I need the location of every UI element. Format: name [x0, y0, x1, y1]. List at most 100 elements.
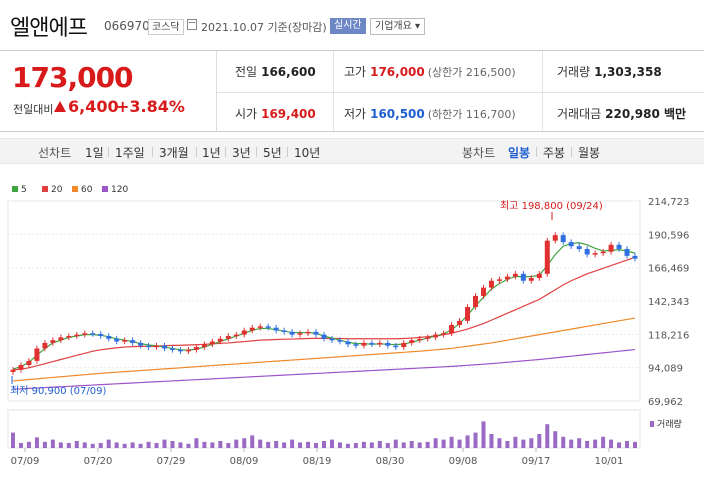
- candle-body: [528, 277, 534, 281]
- volume-bar: [170, 441, 175, 448]
- x-tick-label: 07/09: [11, 456, 40, 467]
- volume-bar: [322, 441, 326, 448]
- y-tick-label: 214,723: [648, 197, 689, 208]
- candle-body: [568, 242, 574, 247]
- high-annotation: 최고 198,800 (09/24): [500, 200, 603, 212]
- volume-bar: [154, 442, 159, 448]
- amount-value: 220,980 백만: [605, 107, 687, 121]
- volume-bar: [282, 442, 287, 448]
- candle-body: [544, 240, 550, 274]
- candle-body: [106, 336, 112, 339]
- volume-bar: [82, 442, 87, 448]
- company-info-dropdown[interactable]: 기업개요 ▾: [370, 18, 425, 35]
- candle-body: [265, 326, 271, 328]
- volume-bar: [122, 443, 127, 448]
- candle-body: [313, 331, 319, 335]
- candle-body: [146, 345, 152, 348]
- candle-body: [441, 333, 447, 335]
- candle-body: [520, 273, 526, 281]
- candle-body: [496, 279, 502, 281]
- candle-body: [177, 349, 183, 352]
- candle-body: [632, 255, 638, 259]
- legend-label: 20: [51, 185, 63, 195]
- tab-monthly[interactable]: 월봉: [578, 146, 601, 160]
- realtime-button[interactable]: 실시간: [330, 18, 366, 34]
- volume-bar: [98, 442, 103, 448]
- volume-swatch: [650, 421, 654, 427]
- stock-name: 엘앤에프: [10, 16, 88, 41]
- volume-bar: [441, 439, 446, 448]
- price-change: 6,400: [68, 97, 119, 116]
- candle-body: [26, 360, 32, 366]
- high-value: 176,000: [370, 65, 425, 79]
- y-tick-label: 142,343: [648, 297, 689, 308]
- y-tick-label: 69,962: [648, 397, 683, 408]
- volume-bar: [274, 441, 279, 448]
- volume-bar: [377, 441, 382, 448]
- candle-body: [576, 246, 582, 249]
- candle-body: [225, 336, 231, 339]
- volume-bar: [561, 436, 566, 448]
- price-stats: 전일 166,600 고가 176,000 (상한가 216,500) 거래량 1,30…: [216, 50, 704, 133]
- candle-body: [154, 345, 160, 348]
- volume-bar: [26, 441, 31, 448]
- candle-body: [624, 248, 630, 256]
- tab-line-chart[interactable]: 선차트: [38, 146, 72, 160]
- candle-body: [584, 248, 590, 255]
- tab-candle-chart[interactable]: 봉차트: [462, 146, 496, 160]
- ma60-line: [12, 317, 636, 382]
- tab-3m[interactable]: 3개월: [159, 146, 189, 160]
- candle-body: [488, 280, 494, 288]
- candle-body: [130, 340, 136, 343]
- volume-bar: [345, 443, 350, 448]
- ma120-line: [12, 348, 636, 390]
- volume-bar: [625, 441, 630, 448]
- volume-bar: [266, 441, 271, 448]
- price-change-percent: +3.84%: [116, 97, 185, 116]
- tab-1y[interactable]: 1년: [202, 146, 221, 160]
- tab-weekly[interactable]: 주봉: [543, 146, 566, 160]
- candle-body: [369, 342, 375, 345]
- candle-body: [162, 345, 168, 349]
- stock-chart-svg: 5 20 60 120 214,723 190,596 166,469 142,343 118,…: [7, 185, 689, 467]
- volume-bar: [178, 442, 183, 448]
- volume-bar: [425, 441, 430, 448]
- volume-bar: [18, 442, 23, 448]
- volume-bar: [218, 441, 223, 448]
- volume-bar: [162, 439, 167, 448]
- volume-bar: [417, 442, 422, 448]
- candle-body: [473, 295, 479, 307]
- volume-bar: [577, 438, 582, 448]
- volume-bar: [250, 435, 255, 448]
- tab-daily[interactable]: 일봉: [508, 146, 531, 160]
- volume-bar: [50, 439, 55, 448]
- volume-bar: [202, 441, 207, 448]
- volume-bar: [194, 438, 199, 448]
- candle-body: [552, 235, 558, 241]
- tab-1d[interactable]: 1일: [85, 146, 104, 160]
- prev-close-value: 166,600: [261, 65, 316, 79]
- candle-body: [257, 326, 263, 328]
- volume-bar: [601, 436, 606, 448]
- candle-body: [433, 334, 439, 338]
- tab-3y[interactable]: 3년: [232, 146, 251, 160]
- low-annotation: 최저 90,900 (07/09): [10, 385, 106, 397]
- candle-body: [560, 235, 566, 243]
- volume-bar: [234, 439, 239, 448]
- y-tick-label: 118,216: [648, 330, 689, 341]
- volume-bar: [210, 442, 215, 448]
- tab-5y[interactable]: 5년: [263, 146, 282, 160]
- legend-swatch: [12, 186, 18, 192]
- legend-label: 120: [111, 185, 128, 195]
- x-tick-label: 08/30: [376, 456, 405, 467]
- volume-bar: [465, 435, 470, 448]
- volume-bar: [146, 441, 151, 448]
- tab-1w[interactable]: 1주일: [115, 146, 145, 160]
- tab-10y[interactable]: 10년: [294, 146, 321, 160]
- x-tick-label: 08/09: [230, 456, 259, 467]
- candle-body: [600, 251, 606, 254]
- candle-body: [98, 333, 104, 337]
- ma5-line: [12, 242, 636, 370]
- low-value: 160,500: [370, 107, 425, 121]
- volume-bar: [433, 438, 438, 448]
